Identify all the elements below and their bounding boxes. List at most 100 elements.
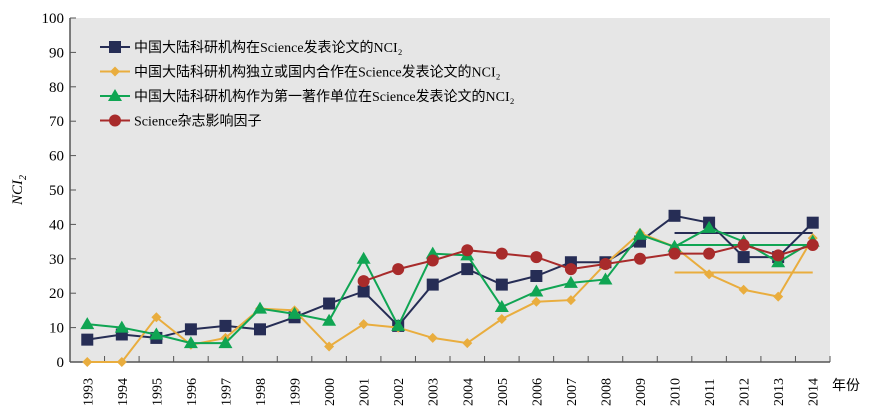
data-point [563, 275, 578, 288]
series-line [87, 214, 814, 341]
data-point [151, 312, 162, 323]
data-point [183, 336, 198, 349]
legend-item: 中国大陆科研机构独立或国内合作在Science发表论文的NCI₂ [100, 65, 501, 81]
data-point [392, 263, 405, 276]
legend-item: 中国大陆科研机构在Science发表论文的NCI₂ [100, 40, 403, 56]
x-tick-label: 2014 [807, 378, 822, 406]
data-point [496, 314, 507, 324]
data-point [703, 247, 716, 260]
plot-area [70, 18, 830, 362]
legend-label: 中国大陆科研机构独立或国内合作在Science发表论文的NCI₂ [134, 65, 501, 81]
data-point [426, 254, 439, 267]
x-tick-label: 1993 [81, 378, 96, 406]
data-point [324, 341, 335, 352]
data-point [773, 291, 784, 302]
x-tick-label: 1995 [150, 378, 165, 406]
y-tick-label: 70 [49, 114, 64, 130]
data-point [633, 227, 647, 240]
y-tick-label: 40 [49, 217, 64, 233]
data-point [806, 216, 819, 229]
y-tick-label: 30 [49, 252, 64, 268]
legend-item: Science杂志影响因子 [100, 114, 262, 130]
data-point [530, 270, 543, 282]
data-point [529, 284, 544, 297]
data-point [462, 338, 473, 349]
legend-marker [108, 89, 122, 101]
x-tick-label: 1994 [116, 378, 131, 406]
x-tick-label: 2011 [703, 379, 718, 406]
y-tick-label: 50 [49, 183, 64, 199]
legend-label: 中国大陆科研机构在Science发表论文的NCI₂ [134, 40, 403, 56]
x-tick-label: 2009 [634, 378, 649, 406]
data-point [116, 357, 127, 367]
data-point [495, 247, 508, 260]
x-tick-label: 2005 [496, 378, 511, 406]
legend-item: 中国大陆科研机构作为第一著作单位在Science发表论文的NCI₂ [100, 88, 515, 105]
data-point [495, 278, 508, 291]
data-point [737, 251, 750, 264]
data-point [219, 319, 232, 332]
data-point [82, 357, 93, 367]
data-point [702, 220, 717, 233]
x-tick-label: 2008 [599, 378, 614, 406]
y-tick-label: 80 [49, 80, 64, 96]
data-point [738, 284, 749, 295]
legend-marker [110, 66, 120, 77]
data-point [426, 278, 439, 291]
data-point [564, 263, 577, 276]
data-point [427, 332, 438, 343]
data-point [461, 263, 474, 276]
x-tick-label: 2003 [427, 378, 442, 406]
data-point [704, 269, 715, 280]
data-point [80, 317, 95, 330]
data-point [737, 239, 750, 252]
data-point [668, 247, 681, 260]
data-point [114, 320, 129, 333]
data-point [323, 297, 336, 310]
y-tick-label: 20 [49, 286, 64, 302]
data-point [530, 251, 543, 264]
data-point [356, 251, 371, 264]
legend-marker [109, 41, 121, 53]
y-tick-label: 90 [49, 45, 64, 61]
data-point [322, 313, 337, 326]
data-point [184, 323, 197, 336]
data-point [531, 296, 542, 307]
y-axis-label: NCI2 [10, 175, 29, 206]
data-point [391, 318, 406, 331]
x-tick-label: 2004 [461, 378, 476, 406]
x-tick-label: 2002 [392, 378, 407, 406]
data-point [253, 301, 267, 314]
data-point [357, 275, 370, 288]
data-point [667, 239, 682, 252]
x-tick-label: 2012 [738, 378, 753, 406]
y-tick-label: 0 [57, 355, 65, 371]
x-tick-label: 1998 [254, 378, 269, 406]
series-circle [357, 239, 819, 288]
data-point [254, 323, 266, 336]
data-point [425, 246, 440, 259]
x-tick-label: 2006 [530, 378, 545, 406]
x-tick-label: 1996 [185, 378, 200, 406]
data-point [81, 333, 94, 346]
x-axis-label: 年份 [832, 378, 860, 394]
data-point [772, 249, 785, 262]
data-point [149, 327, 164, 340]
data-point [358, 319, 369, 330]
x-tick-label: 2013 [772, 378, 787, 406]
legend-label: Science杂志影响因子 [134, 114, 262, 130]
data-point [218, 336, 233, 349]
y-tick-label: 60 [49, 149, 64, 165]
y-tick-label: 10 [49, 321, 64, 337]
data-point [494, 299, 509, 312]
data-point [565, 295, 576, 306]
x-tick-label: 2000 [323, 378, 338, 406]
y-tick-label: 100 [42, 11, 65, 27]
x-tick-label: 2007 [565, 378, 580, 406]
legend-marker [109, 114, 121, 127]
data-point [598, 272, 613, 285]
x-tick-label: 1997 [219, 378, 234, 406]
legend-label: 中国大陆科研机构作为第一著作单位在Science发表论文的NCI₂ [134, 88, 515, 105]
